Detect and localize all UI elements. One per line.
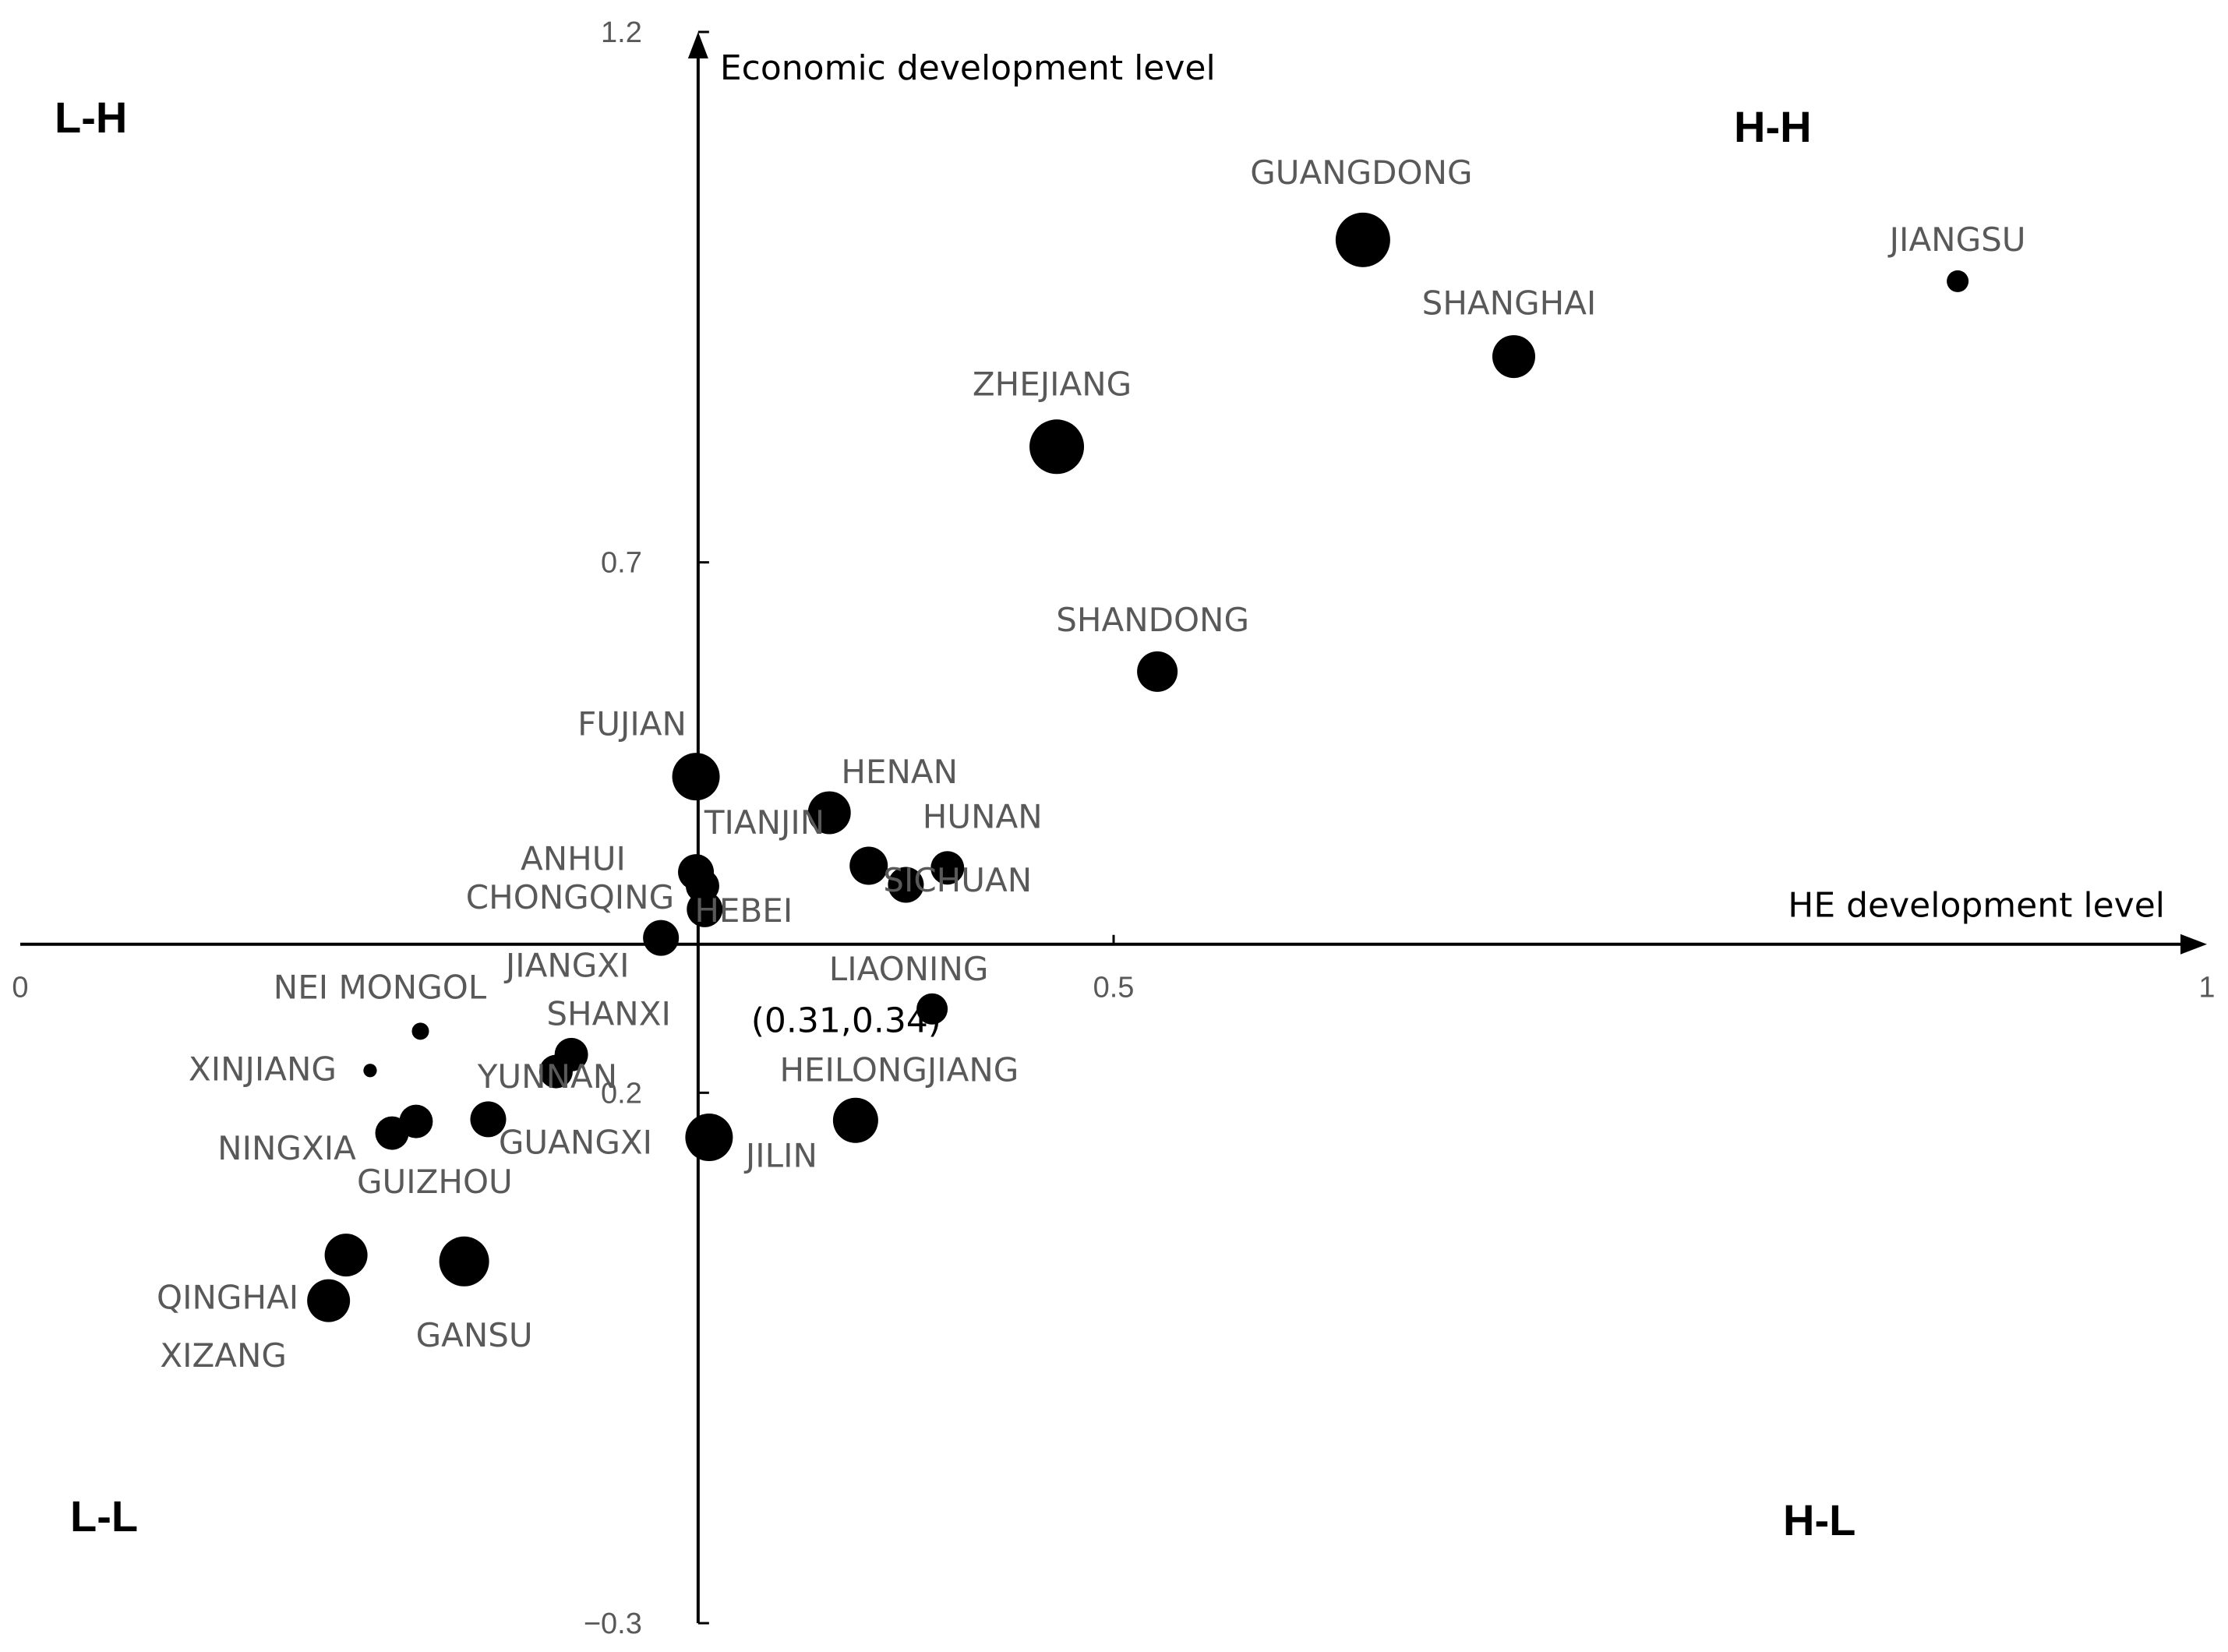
- axes: [20, 32, 2207, 1623]
- point-jiangsu: [1947, 270, 1969, 292]
- axes-origin-annotation: (0.31,0.34): [751, 1001, 941, 1041]
- quadrant-label-low-high: L-H: [55, 93, 127, 142]
- point-gansu: [439, 1236, 489, 1287]
- point-guangdong: [1335, 212, 1390, 267]
- point-label-heilongjiang: HEILONGJIANG: [779, 1051, 1019, 1089]
- point-label-guizhou: GUIZHOU: [357, 1163, 513, 1201]
- point-xizang: [307, 1279, 351, 1322]
- quadrant-label-high-high: H-H: [1734, 102, 1812, 151]
- point-labels: GUANGDONG JIANGSU SHANGHAI ZHEJIANG SHANDONG…: [157, 154, 2026, 1375]
- point-label-anhui: ANHUI: [521, 840, 626, 878]
- point-hunan: [930, 851, 965, 885]
- data-points: [307, 212, 1969, 1322]
- point-label-guangxi: GUANGXI: [499, 1123, 652, 1161]
- point-sichuan: [849, 846, 888, 885]
- point-label-tianjin: TIANJIN: [704, 803, 824, 842]
- point-label-ningxia: NINGXIA: [217, 1129, 356, 1167]
- point-label-nei-mongol: NEI MONGOL: [274, 968, 487, 1006]
- x-tick-label: 0: [12, 972, 28, 1004]
- point-label-qinghai: QINGHAI: [157, 1279, 298, 1317]
- point-label-zhejiang: ZHEJIANG: [973, 365, 1132, 403]
- point-henan: [807, 791, 851, 835]
- point-label-shanxi: SHANXI: [546, 994, 671, 1032]
- point-ningxia: [375, 1116, 409, 1150]
- y-tick-label: 0.2: [601, 1077, 642, 1110]
- point-label-henan: HENAN: [841, 753, 958, 791]
- point-jiangxi: [643, 920, 680, 956]
- point-label-hunan: HUNAN: [923, 798, 1043, 836]
- y-axis-arrow: [687, 32, 708, 58]
- point-label-guangdong: GUANGDONG: [1250, 154, 1472, 192]
- point-label-liaoning: LIAONING: [829, 950, 989, 988]
- point-hebei: [687, 891, 723, 927]
- point-label-fujian: FUJIAN: [577, 705, 687, 743]
- point-guangxi: [470, 1101, 507, 1138]
- point-heilongjiang: [832, 1097, 878, 1143]
- point-yunnan: [538, 1054, 573, 1089]
- point-label-yunnan: YUNNAN: [477, 1057, 617, 1096]
- point-label-hebei: HEBEI: [694, 891, 793, 930]
- x-tick-label: 0.5: [1093, 972, 1135, 1004]
- point-jilin: [685, 1114, 733, 1162]
- point-label-xinjiang: XINJIANG: [189, 1050, 337, 1089]
- y-tick-label: −0.3: [584, 1608, 642, 1640]
- point-label-jiangxi: JIANGXI: [503, 947, 630, 985]
- point-label-shanghai: SHANGHAI: [1422, 284, 1597, 323]
- point-label-shandong: SHANDONG: [1056, 601, 1249, 639]
- point-fujian: [672, 753, 720, 801]
- x-axis-arrow: [2180, 934, 2207, 955]
- point-nei-mongol: [411, 1022, 429, 1040]
- quadrant-label-low-low: L-L: [70, 1491, 138, 1541]
- y-axis-title: Economic development level: [720, 48, 1216, 88]
- ticks: 0 0.5 1 1.2 0.7 0.2 −0.3: [12, 16, 2215, 1640]
- point-shanghai: [1492, 335, 1535, 379]
- point-label-gansu: GANSU: [416, 1316, 533, 1354]
- point-label-jiangsu: JIANGSU: [1887, 221, 2026, 259]
- point-shandong: [1137, 651, 1178, 692]
- x-axis-title: HE development level: [1788, 886, 2165, 926]
- point-label-xizang: XIZANG: [160, 1336, 287, 1375]
- point-liaoning: [916, 993, 948, 1025]
- point-qinghai: [324, 1234, 368, 1277]
- point-zhejiang: [1029, 419, 1085, 475]
- y-tick-label: 0.7: [601, 547, 642, 580]
- y-tick-label: 1.2: [601, 16, 642, 49]
- quadrant-label-high-low: H-L: [1783, 1495, 1855, 1544]
- point-label-jilin: JILIN: [743, 1137, 817, 1175]
- point-anhui: [888, 867, 924, 903]
- x-tick-label: 1: [2198, 972, 2215, 1004]
- point-label-chongqing: CHONGQING: [466, 878, 674, 916]
- point-label-sichuan: SICHUAN: [883, 861, 1032, 899]
- point-xinjiang: [363, 1064, 377, 1078]
